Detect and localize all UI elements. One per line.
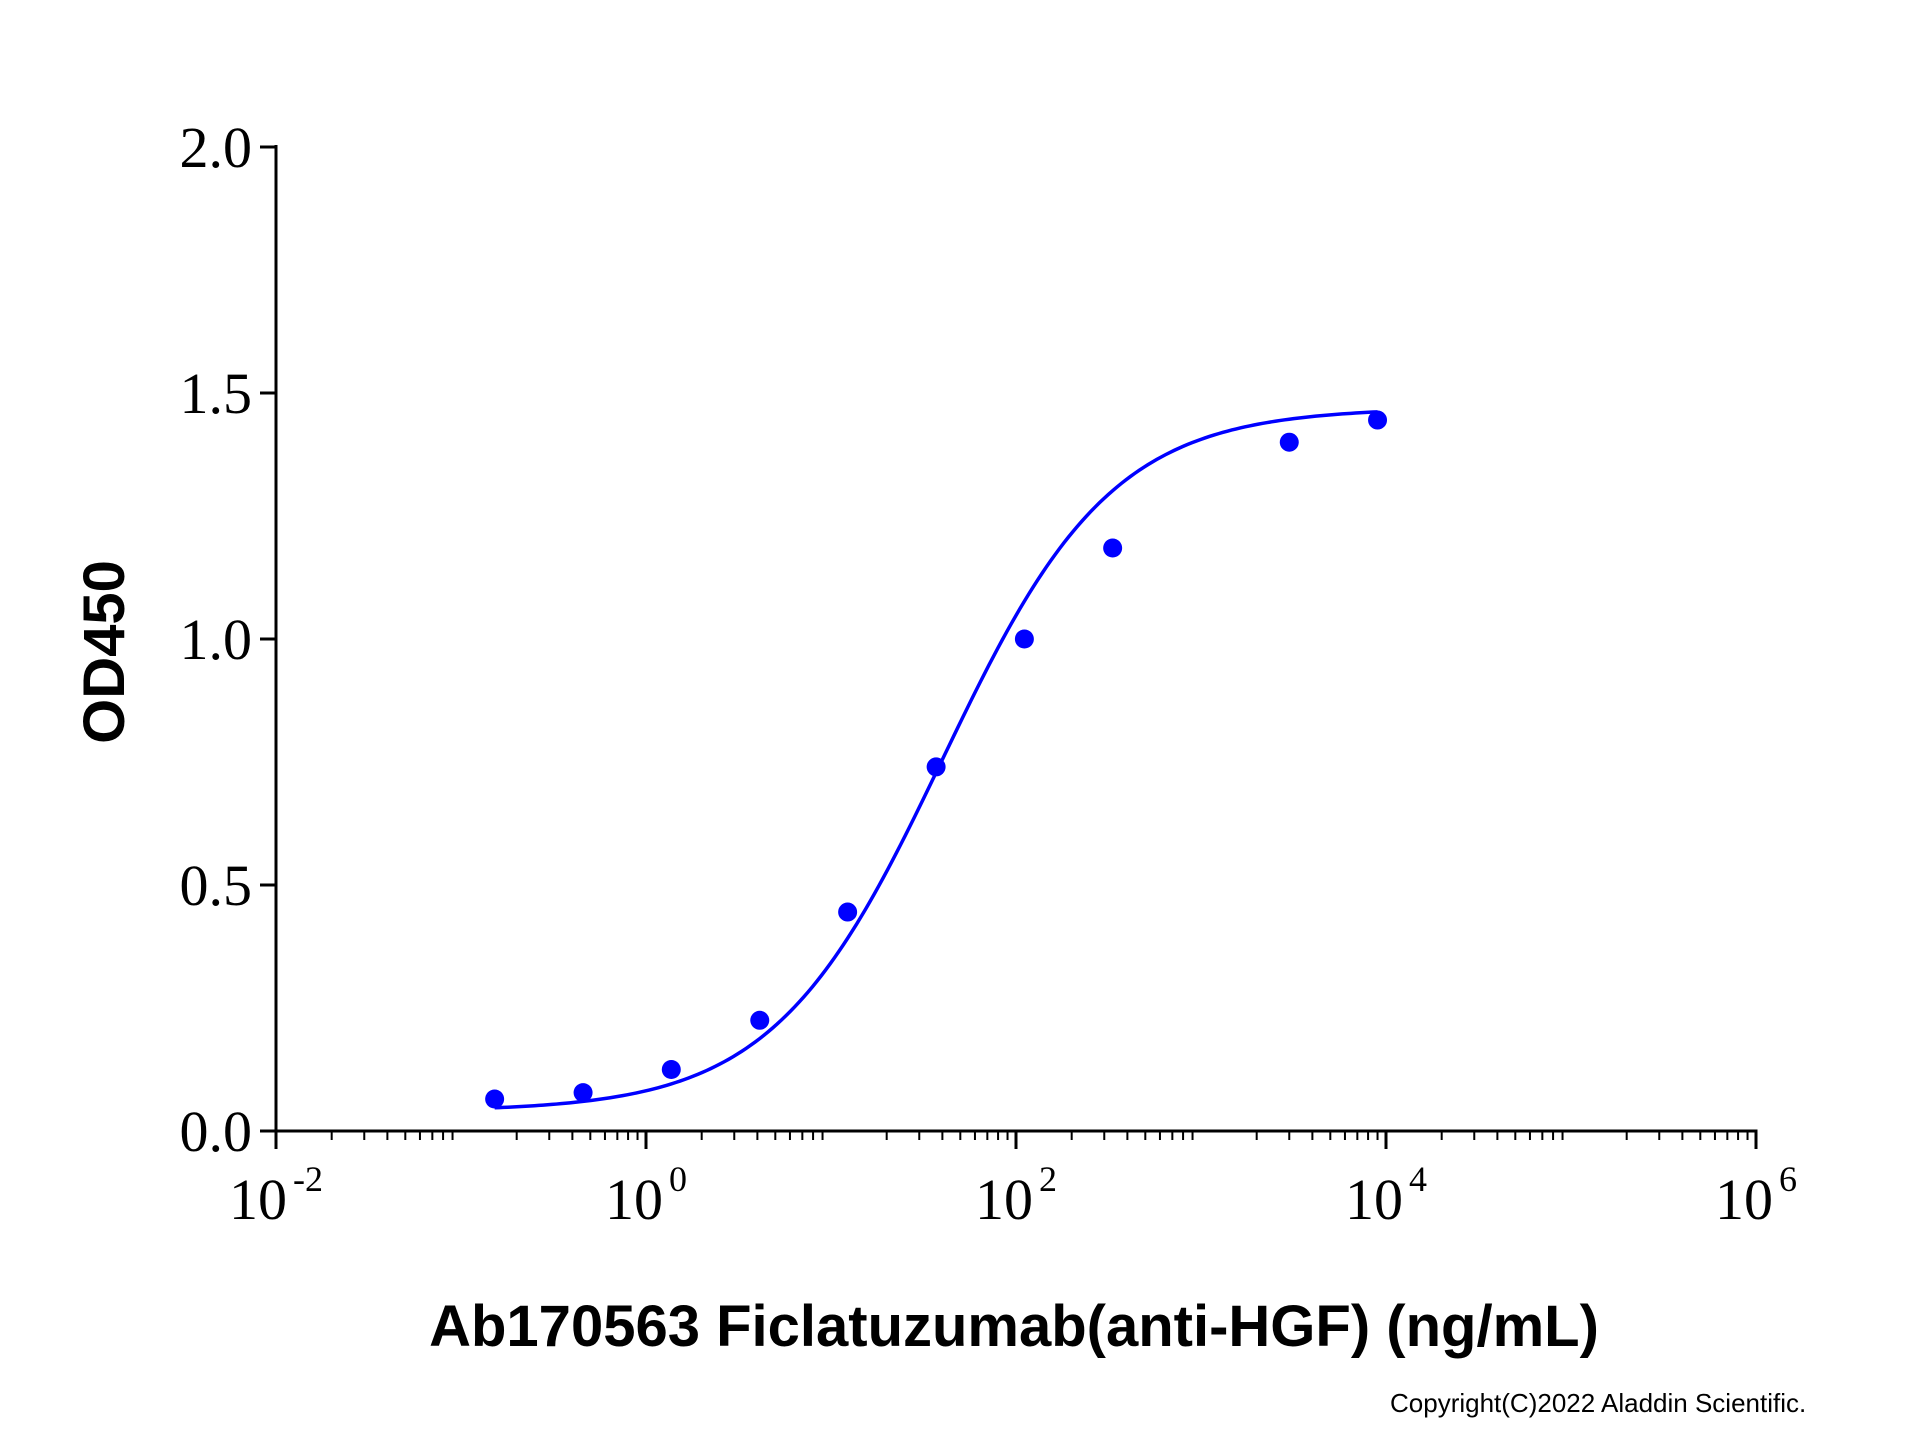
x-axis-title: Ab170563 Ficlatuzumab(anti-HGF) (ng/mL) (429, 1294, 1599, 1359)
y-tick-label: 2.0 (180, 115, 253, 180)
y-axis-title: OD450 (72, 560, 137, 744)
data-point (1103, 538, 1123, 558)
x-tick-base: 10 (975, 1167, 1033, 1232)
x-tick-label: 10 6 (1715, 1159, 1797, 1232)
x-tick-base: 10 (1345, 1167, 1403, 1232)
y-axis: 0.0 0.5 1.0 1.5 2.0 (180, 115, 278, 1164)
data-point (1279, 432, 1299, 452)
x-tick-exponent: 2 (1039, 1159, 1057, 1199)
y-tick-label: 1.5 (180, 361, 253, 426)
data-point (1368, 410, 1388, 430)
data-point (485, 1089, 505, 1109)
data-point (838, 902, 858, 922)
data-point (926, 757, 946, 777)
x-tick-base: 10 (229, 1167, 287, 1232)
x-tick-exponent: 0 (669, 1159, 687, 1199)
x-tick-base: 10 (1715, 1167, 1773, 1232)
data-point (661, 1060, 681, 1079)
y-tick-label: 0.5 (180, 853, 253, 918)
x-axis: 10 -2 10 0 10 2 10 4 10 6 (229, 1129, 1797, 1232)
x-tick-exponent: 4 (1409, 1159, 1427, 1199)
x-tick-exponent: -2 (293, 1159, 323, 1199)
data-points-layer (485, 410, 1388, 1109)
x-tick-base: 10 (605, 1167, 663, 1232)
data-point (1014, 629, 1034, 649)
x-tick-label: 10 2 (975, 1159, 1057, 1232)
x-tick-label: 10 4 (1345, 1159, 1427, 1232)
x-tick-label: 10 -2 (229, 1159, 323, 1232)
x-tick-exponent: 6 (1779, 1159, 1797, 1199)
y-tick-label: 0.0 (180, 1099, 253, 1164)
data-point (573, 1083, 593, 1103)
copyright-notice: Copyright(C)2022 Aladdin Scientific. (1390, 1388, 1807, 1418)
x-tick-label: 10 0 (605, 1159, 687, 1232)
data-point (750, 1010, 770, 1030)
y-tick-label: 1.0 (180, 607, 253, 672)
